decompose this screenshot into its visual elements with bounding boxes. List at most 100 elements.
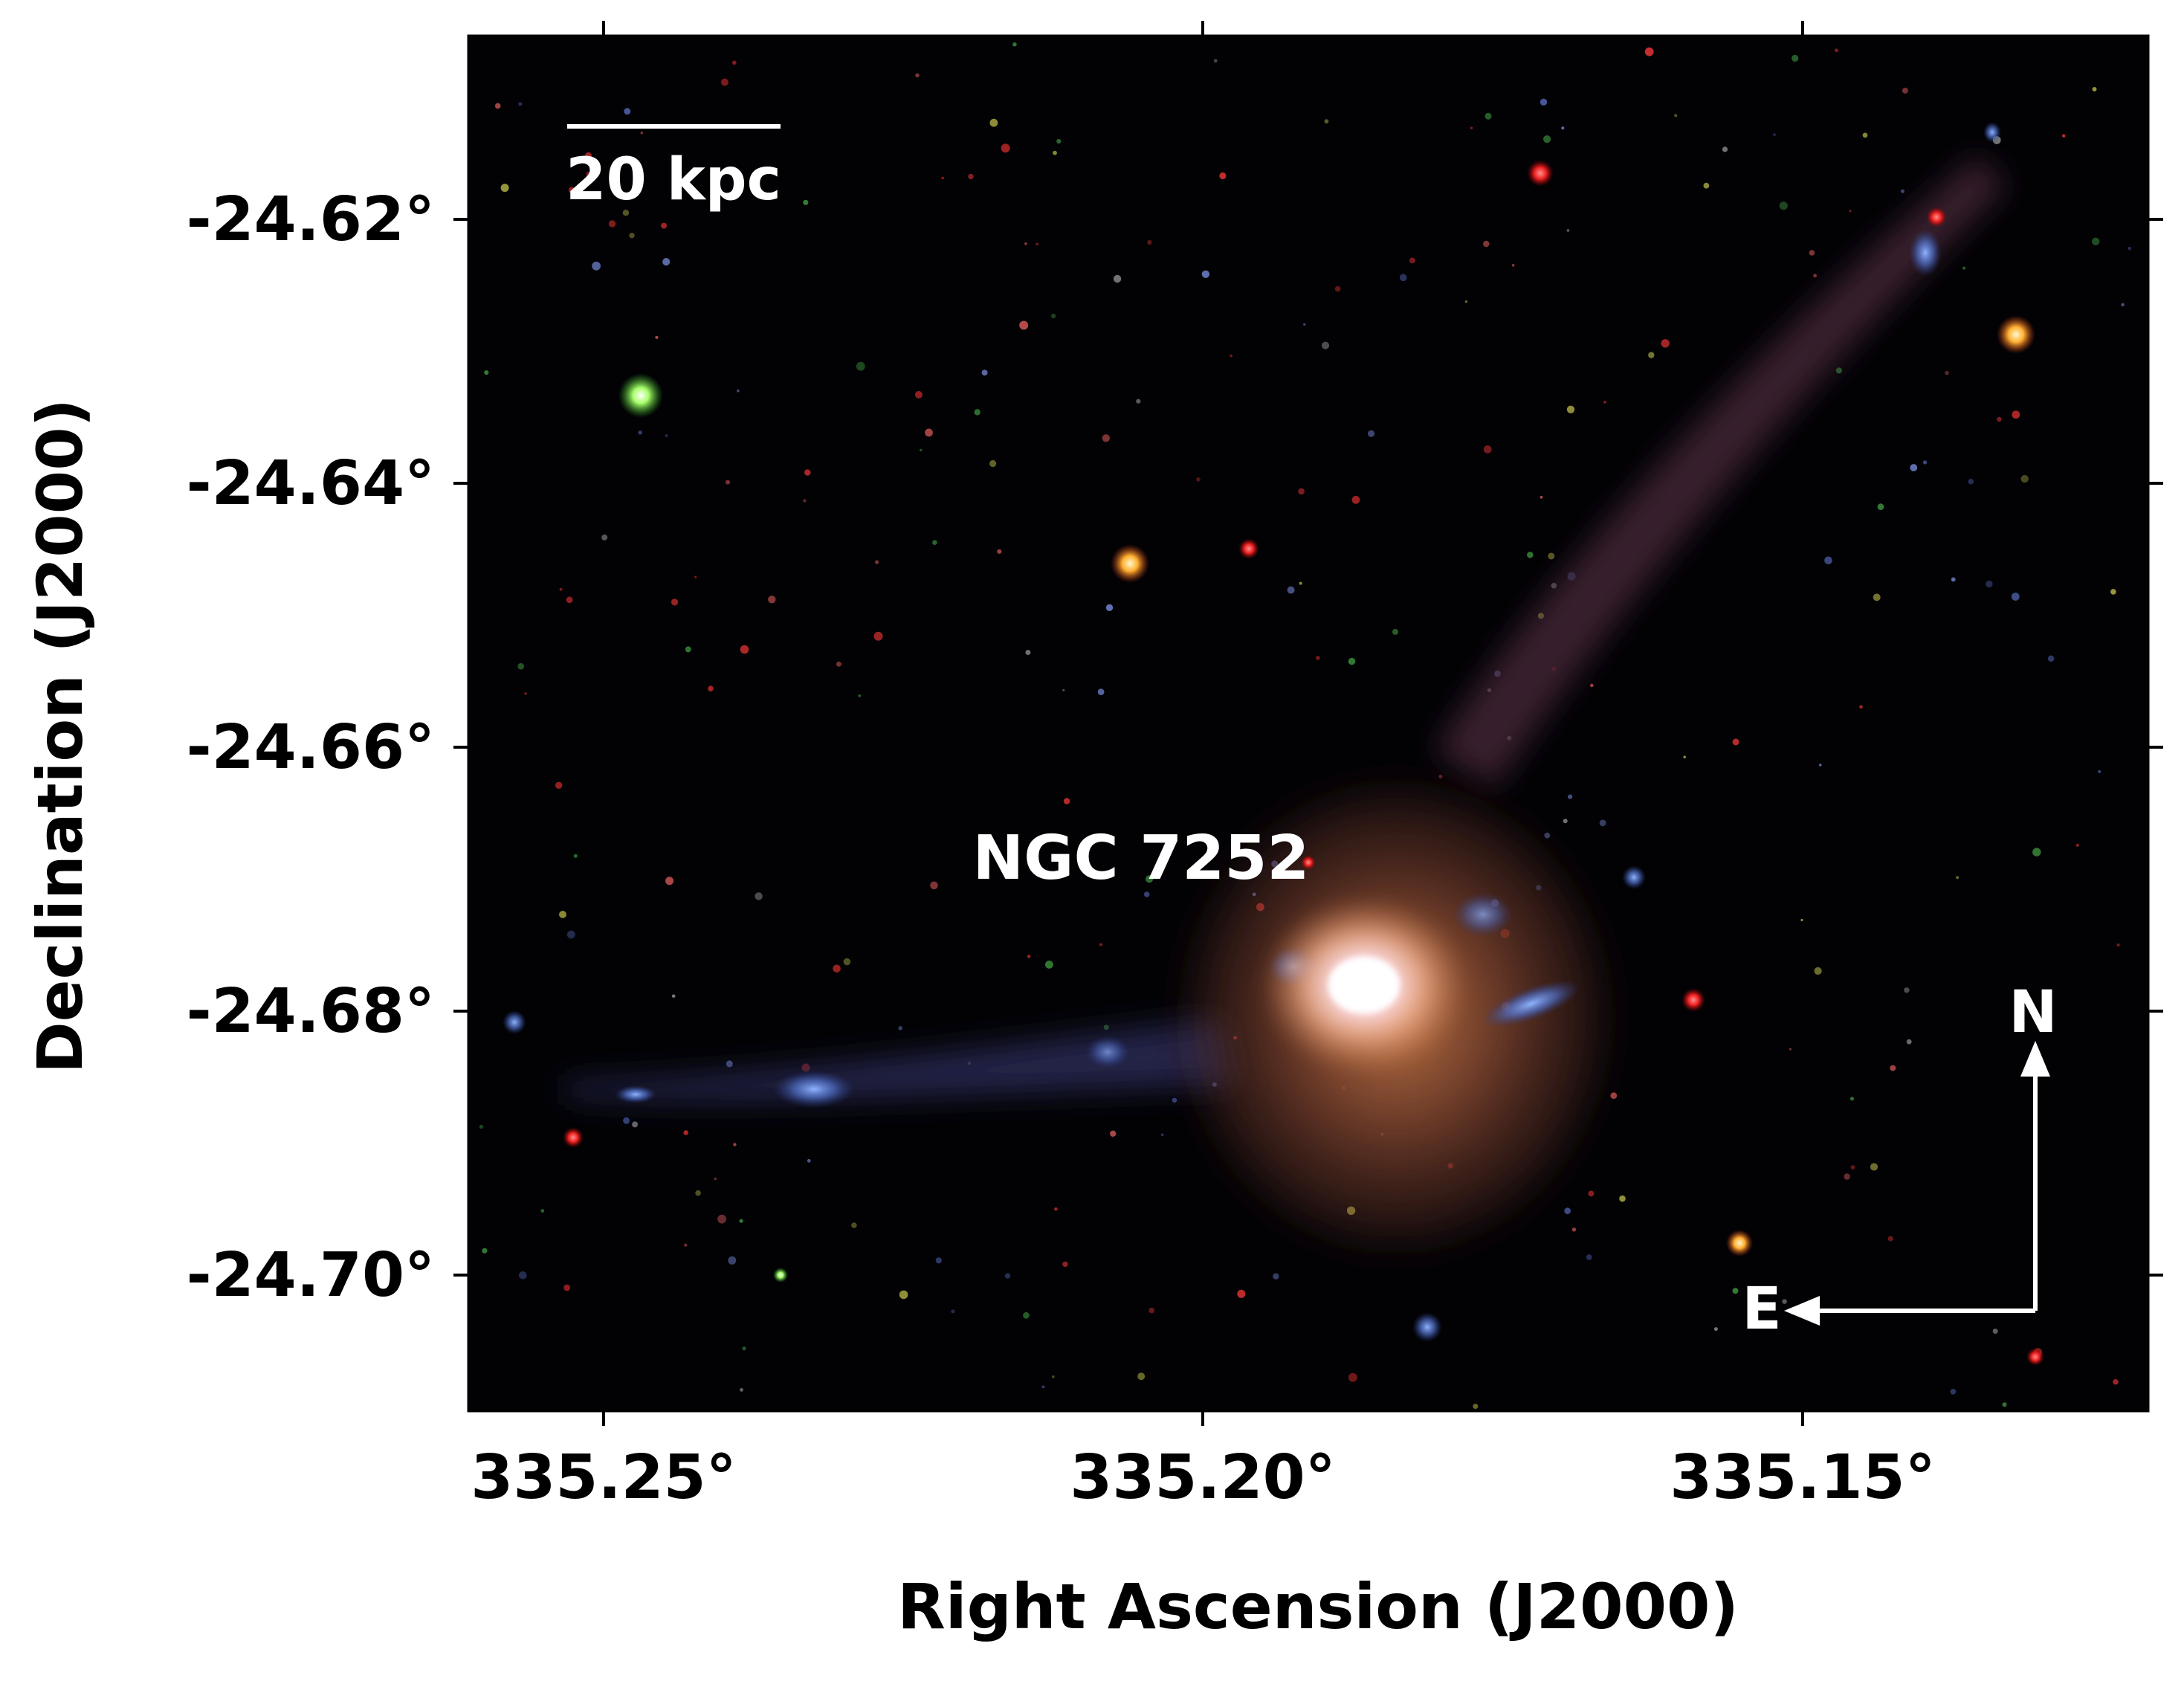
field-star — [1105, 604, 1114, 611]
field-star — [843, 958, 851, 966]
image-frame — [467, 34, 2150, 1413]
field-star — [1146, 875, 1154, 883]
field-star — [737, 389, 740, 393]
field-star — [1097, 688, 1105, 695]
field-star — [482, 1248, 488, 1254]
field-star — [555, 781, 563, 790]
field-star — [1062, 1261, 1068, 1268]
orange-star — [1997, 315, 2035, 354]
field-star — [714, 1177, 717, 1181]
green-star — [618, 373, 663, 418]
field-star — [1299, 581, 1302, 585]
field-star — [935, 1257, 942, 1264]
field-star — [586, 172, 591, 177]
field-star — [2032, 848, 2041, 856]
field-star — [1850, 1165, 1855, 1169]
field-star — [2116, 943, 2120, 946]
field-star — [1900, 189, 1904, 193]
field-star — [1103, 1025, 1109, 1030]
field-star — [989, 118, 998, 127]
field-star — [1144, 891, 1150, 897]
field-star — [1237, 1289, 1246, 1298]
field-star — [1051, 314, 1056, 319]
scale-bar-label: 20 kpc — [566, 146, 781, 213]
field-star — [1589, 683, 1594, 688]
field-star — [1997, 416, 2002, 422]
field-star — [1052, 1375, 1055, 1378]
orange-star — [1726, 1230, 1753, 1256]
y-tick-label: -24.66° — [187, 712, 435, 783]
field-star — [1773, 133, 1776, 136]
field-star — [1102, 434, 1111, 442]
field-star — [2012, 410, 2020, 419]
field-star — [671, 994, 676, 998]
red-star — [1527, 160, 1554, 187]
field-star — [1722, 146, 1728, 152]
field-star — [1392, 628, 1398, 635]
field-star — [694, 575, 697, 578]
field-star — [1399, 274, 1407, 282]
red-star — [1238, 538, 1259, 559]
field-star — [1814, 967, 1822, 975]
red-star — [2026, 1348, 2044, 1366]
field-star — [1586, 1254, 1592, 1260]
field-star — [997, 549, 1002, 554]
field-star — [1348, 1372, 1357, 1382]
field-star — [1603, 400, 1606, 404]
field-star — [1036, 242, 1038, 246]
field-star — [559, 911, 566, 918]
field-star — [1137, 1372, 1146, 1381]
y-tick-label: -24.70° — [187, 1240, 435, 1311]
field-star — [1351, 495, 1360, 504]
field-star — [807, 1158, 811, 1163]
field-star — [2011, 593, 2020, 601]
field-star — [930, 881, 938, 890]
field-star — [585, 152, 592, 159]
x-tick-label: 335.15° — [1670, 1442, 1935, 1513]
field-star — [1484, 112, 1492, 120]
galaxy-core — [1260, 896, 1468, 1074]
field-star — [920, 448, 923, 452]
blue-galaxy — [1412, 1312, 1442, 1342]
field-star — [1483, 240, 1490, 248]
field-star — [563, 1284, 571, 1291]
compass: N E — [1742, 979, 2057, 1343]
field-star — [1906, 1039, 1912, 1045]
field-star — [517, 662, 524, 670]
field-star — [1054, 1207, 1058, 1211]
field-star — [622, 210, 630, 216]
field-star — [608, 220, 616, 228]
tidal-tail-west — [565, 1019, 1234, 1101]
field-star — [1063, 798, 1070, 804]
field-star — [720, 78, 728, 86]
field-star — [1230, 354, 1232, 358]
field-star — [755, 892, 763, 900]
field-star — [484, 370, 489, 375]
field-star — [665, 434, 668, 437]
field-star — [638, 430, 642, 435]
field-star — [1956, 876, 1960, 880]
red-star — [1681, 988, 1705, 1012]
field-star — [1172, 1097, 1177, 1103]
field-star — [1147, 239, 1152, 245]
field-star — [1160, 1133, 1164, 1137]
field-star — [568, 187, 575, 193]
field-star — [1713, 1327, 1718, 1332]
field-star — [2110, 589, 2116, 595]
field-star — [573, 854, 578, 858]
field-star — [1779, 201, 1788, 210]
field-star — [1571, 1227, 1577, 1232]
field-star — [1409, 257, 1415, 264]
field-star — [684, 1243, 688, 1247]
field-star — [1024, 242, 1027, 245]
field-star — [1136, 399, 1141, 404]
field-star — [1012, 42, 1017, 47]
field-star — [1053, 150, 1057, 155]
field-star — [740, 1388, 743, 1392]
field-star — [2047, 655, 2055, 662]
field-star — [740, 645, 749, 654]
field-star — [1835, 367, 1842, 374]
field-star — [1648, 352, 1655, 358]
field-star — [1287, 586, 1295, 594]
field-star — [1298, 488, 1305, 495]
